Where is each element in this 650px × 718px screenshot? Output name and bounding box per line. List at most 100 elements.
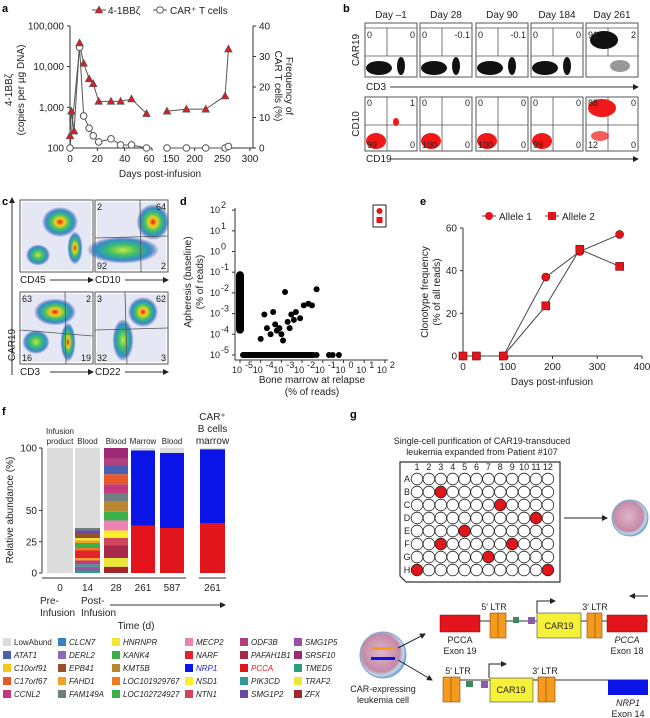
- g-well: [446, 485, 459, 499]
- d-ytick-label: 10: [210, 309, 220, 319]
- g-well: [517, 511, 531, 525]
- b-cd3neg-population: [366, 61, 392, 75]
- d-legend-box: [372, 204, 387, 228]
- d-point: [299, 352, 306, 358]
- g-well-positive: [529, 511, 543, 525]
- g-well: [422, 498, 436, 512]
- d-point: [237, 327, 243, 334]
- g-well: [541, 511, 555, 525]
- b-cd3neg-population: [532, 61, 558, 75]
- f-bar-segment-nsd1: [104, 530, 128, 538]
- f-bar-segment-kmt5b: [104, 501, 128, 512]
- a-car-t-point: [85, 124, 93, 132]
- b-cd3neg-population: [477, 61, 503, 75]
- g-well: [410, 550, 424, 564]
- c-density-population: [60, 322, 76, 362]
- b-quadrant-value: 0: [367, 30, 372, 40]
- e-ylabel: Clonotype frequency: [420, 246, 431, 338]
- g-cell-label-1: CAR-expressing: [350, 684, 416, 694]
- g-well-positive: [482, 550, 495, 564]
- g-well: [470, 498, 483, 512]
- g-well: [434, 498, 448, 512]
- c-gate: [94, 327, 169, 331]
- g-well: [446, 472, 459, 486]
- a-ytick-label: 100,000: [28, 21, 65, 32]
- g-plate-row-label: H: [404, 565, 411, 575]
- g-well: [446, 537, 459, 551]
- g-c2-ltr5-label: 5′ LTR: [445, 666, 471, 676]
- b-top-xlabel: CD3: [366, 82, 386, 93]
- f-legend-swatch: [240, 690, 248, 698]
- g-well: [422, 524, 436, 538]
- f-legend-label: CCNL2: [14, 690, 41, 699]
- b-quadrant-value: 0: [631, 98, 636, 108]
- g-well: [422, 550, 436, 564]
- g-well: [482, 498, 495, 512]
- c-gate: [64, 291, 67, 365]
- g-well: [494, 563, 507, 577]
- c-quadrant-value: 62: [156, 294, 166, 304]
- g-c2-car19-label: CAR19: [496, 685, 525, 695]
- f-bar-segment-atat1: [104, 465, 128, 475]
- e-ytick-label: 20: [446, 309, 458, 320]
- d-axes: [234, 208, 388, 361]
- d-legend-square-icon: [376, 217, 383, 223]
- g-well-positive: [494, 498, 507, 512]
- f-bar-segment-pafah1b1: [104, 545, 128, 558]
- b-day-title: Day 28: [430, 10, 462, 21]
- d-ytick-label: 10: [210, 329, 220, 339]
- e-xtick-label: 0: [460, 362, 466, 373]
- g-c1-ltr3-label: 3′ LTR: [582, 602, 608, 612]
- a-car-t-point: [79, 112, 88, 120]
- g-plate-column-label: 1: [414, 462, 419, 472]
- c-gate: [139, 199, 142, 273]
- panel-label-a: a: [2, 3, 9, 15]
- d-point: [276, 325, 283, 332]
- c-xlabel: CD22: [95, 367, 121, 378]
- f-legend-swatch: [240, 677, 248, 685]
- a-legend-car-t: CAR⁺ T cells: [170, 6, 228, 17]
- f-bar-header: Blood: [106, 437, 126, 446]
- f-legend-swatch: [294, 651, 302, 659]
- d-xtick-label: 10: [356, 365, 366, 375]
- b-car19pos-population: [590, 31, 618, 49]
- a-41bb-point: [182, 104, 191, 113]
- b-cd19neg-population: [532, 133, 552, 149]
- f-post-2: Infusion: [81, 608, 116, 619]
- f-legend-swatch: [58, 638, 66, 646]
- f-legend-label: MECP2: [196, 638, 224, 647]
- a-ylabel-1: 4-1BBζ: [4, 73, 15, 106]
- g-well: [541, 550, 555, 564]
- g-well: [482, 511, 495, 525]
- f-bar-header: CAR⁺: [199, 412, 225, 423]
- c-density-population: [67, 231, 83, 265]
- c-density-population: [112, 319, 134, 361]
- b-cd10pos-population: [588, 99, 616, 117]
- f-legend-label: TRAF2: [305, 677, 331, 686]
- g-c2-purple-element: [481, 681, 488, 688]
- b-quadrant-value: 0: [576, 98, 581, 108]
- d-point: [292, 308, 299, 315]
- c-quadrant-value: 3: [97, 294, 102, 304]
- g-well: [458, 472, 471, 486]
- f-legend-swatch: [112, 677, 120, 685]
- b-top-ylabel: CAR19: [351, 33, 362, 66]
- d-point: [286, 325, 293, 332]
- g-plate-column-label: 7: [486, 462, 491, 472]
- g-well: [517, 485, 531, 499]
- g-cell-label-2: leukemia cell: [357, 695, 409, 705]
- f-legend-label: EPB41: [69, 664, 94, 673]
- f-bar-segment-loc102724927: [104, 511, 128, 521]
- d-ytick-label: 10: [210, 247, 220, 257]
- g-well: [458, 537, 471, 551]
- g-arrow-construct1: [397, 633, 426, 649]
- d-ytick-exponent: -4: [221, 324, 229, 334]
- g-plate-row-label: F: [404, 539, 410, 549]
- g-well-positive: [434, 485, 448, 499]
- b-quadrant-value: 0: [465, 98, 470, 108]
- f-xtick-label: 28: [110, 583, 122, 594]
- g-well: [506, 498, 519, 512]
- b-quadrant-value: 0: [521, 98, 526, 108]
- f-ytick-label: 25: [26, 537, 38, 548]
